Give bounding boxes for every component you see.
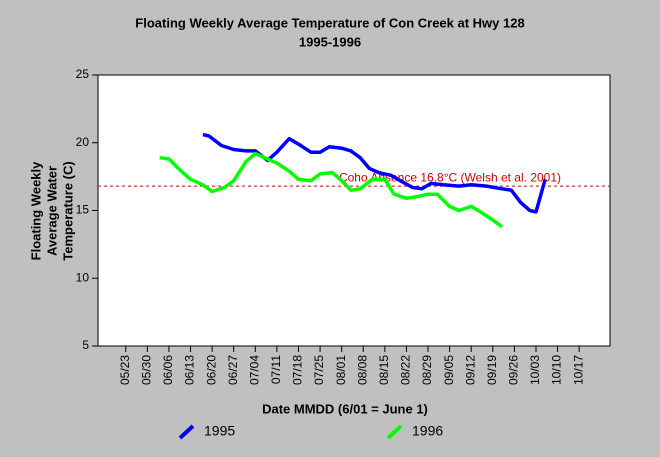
legend-swatch — [178, 424, 195, 440]
legend-label: 1996 — [412, 423, 443, 439]
x-tick-label: 08/29 — [420, 355, 434, 385]
y-tick-label: 25 — [76, 67, 90, 81]
x-tick-label: 05/23 — [118, 355, 132, 385]
x-tick-label: 09/05 — [442, 355, 456, 385]
y-axis-label-line: Average Water — [44, 166, 59, 256]
reference-label: Coho Absence 16.8°C (Welsh et al. 2001) — [339, 170, 561, 184]
legend-swatch — [386, 424, 403, 440]
x-tick-label: 07/25 — [312, 355, 326, 385]
x-tick-label: 08/15 — [377, 355, 391, 385]
y-tick-label: 20 — [76, 135, 90, 149]
x-tick-label: 07/18 — [291, 355, 305, 385]
x-tick-label: 09/26 — [507, 355, 521, 385]
x-tick-label: 06/27 — [226, 355, 240, 385]
x-tick-label: 06/13 — [183, 355, 197, 385]
x-tick-label: 06/20 — [204, 355, 218, 385]
y-tick-label: 10 — [76, 270, 90, 284]
x-tick-label: 09/12 — [463, 355, 477, 385]
x-tick-label: 08/22 — [399, 355, 413, 385]
y-tick-label: 5 — [82, 338, 89, 352]
y-axis-label: Floating Weekly Average Water Temperatur… — [28, 161, 75, 261]
plot-area — [97, 74, 611, 347]
x-tick-label: 05/30 — [140, 355, 154, 385]
x-tick-label: 10/03 — [528, 355, 542, 385]
chart-title: Floating Weekly Average Temperature of C… — [135, 15, 524, 30]
x-tick-label: 10/10 — [550, 355, 564, 385]
y-tick-label: 15 — [76, 203, 90, 217]
x-tick-label: 06/06 — [161, 355, 175, 385]
x-axis-label: Date MMDD (6/01 = June 1) — [262, 401, 428, 416]
x-tick-label: 07/04 — [247, 355, 261, 385]
x-tick-label: 08/01 — [334, 355, 348, 385]
y-axis-label-line: Temperature (C) — [60, 161, 75, 260]
x-tick-label: 09/19 — [485, 355, 499, 385]
legend-label: 1995 — [204, 423, 235, 439]
x-tick-label: 10/17 — [571, 355, 585, 385]
data-line — [159, 151, 504, 229]
y-axis-label-line: Floating Weekly — [28, 161, 43, 260]
x-tick-label: 07/11 — [269, 355, 283, 384]
x-tick-label: 08/08 — [355, 355, 369, 385]
chart-subtitle: 1995-1996 — [299, 34, 361, 49]
